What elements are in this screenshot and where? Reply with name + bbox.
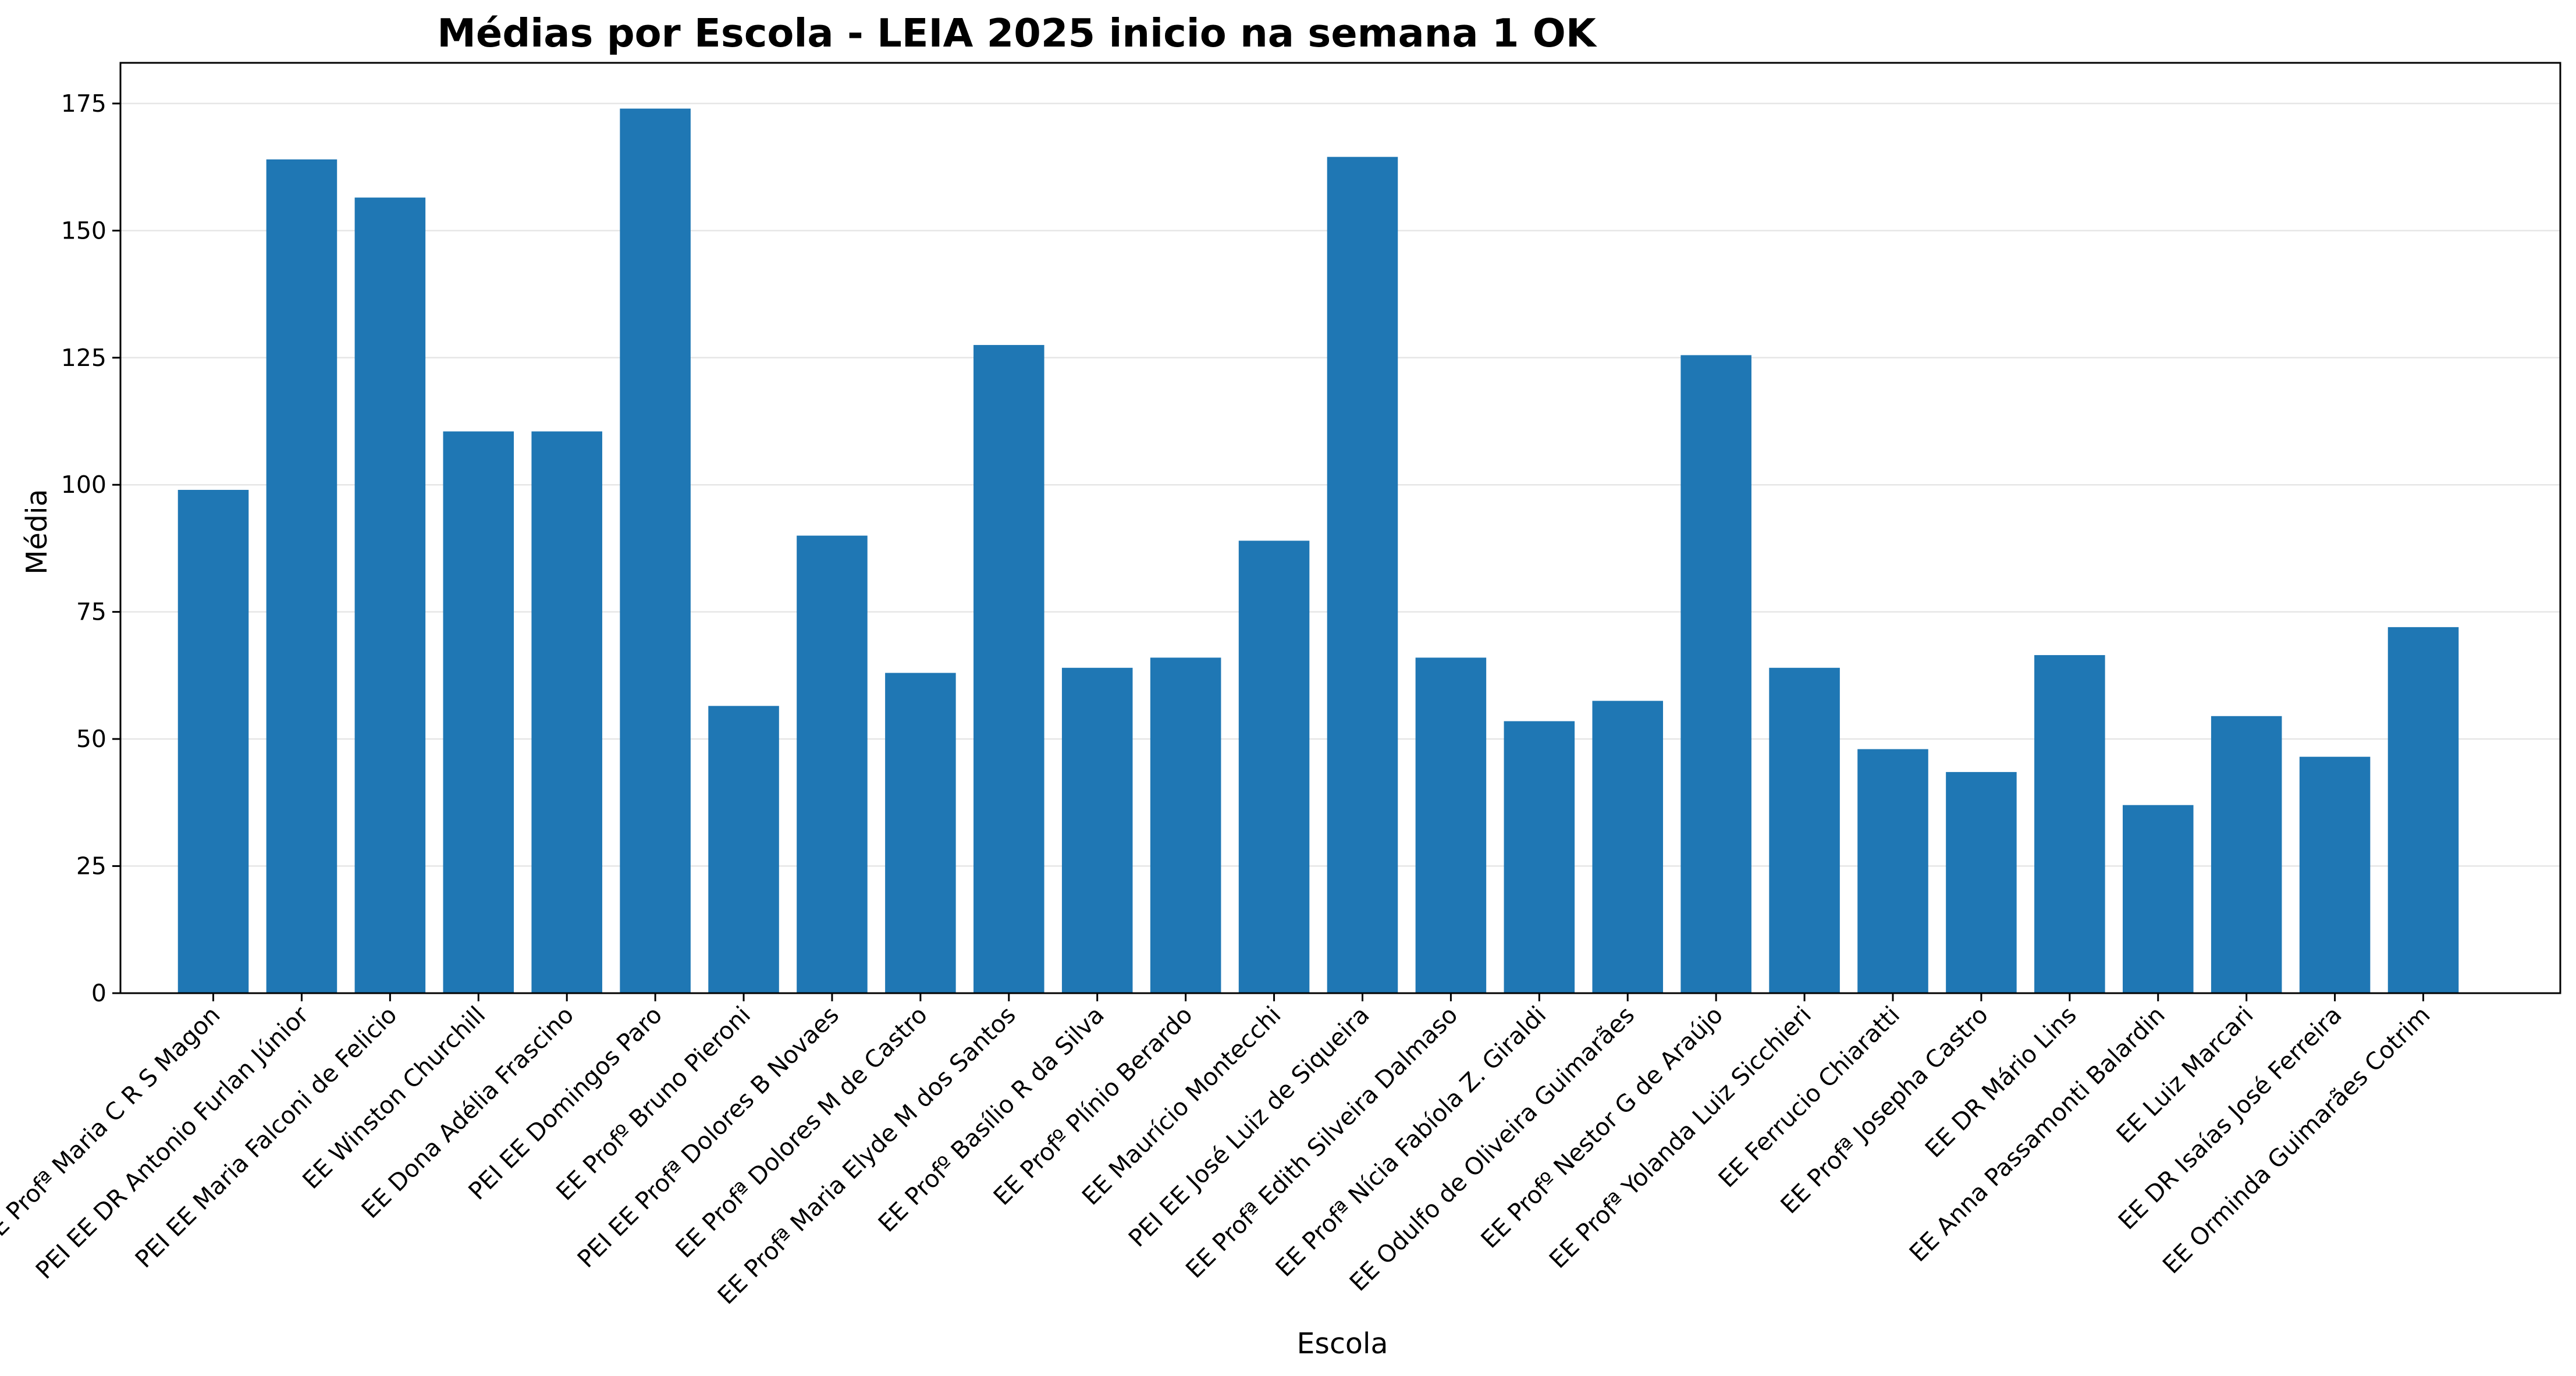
y-tick-label: 50 [76,725,106,753]
bar [266,159,337,994]
bar [1415,657,1487,993]
bar [2299,756,2371,993]
y-tick-label: 175 [61,90,106,118]
bar [620,108,691,993]
bar [2387,627,2459,993]
bar [2122,805,2194,993]
bar [1946,771,2017,993]
bars [177,108,2459,994]
bar [885,673,956,993]
bar [443,431,514,993]
bar [2034,655,2105,993]
bar [797,535,868,993]
x-axis-label: Escola [1296,1327,1388,1360]
bar [1857,749,1928,993]
bar [177,489,249,993]
bar [1592,701,1664,993]
bar [1327,157,1398,993]
y-axis-label: Média [20,489,54,574]
bar [1769,667,1840,993]
bar [1150,657,1221,993]
y-tick-label: 150 [61,216,106,244]
bar [1680,355,1751,994]
bar [1061,667,1133,993]
chart-title: Médias por Escola - LEIA 2025 inicio na … [437,10,1597,56]
bar [531,431,602,993]
bar [973,344,1044,993]
axes [119,62,2561,994]
y-tick-label: 25 [76,852,106,880]
bar [708,706,779,993]
bar [354,197,426,993]
y-tick-label: 75 [76,598,106,626]
plot-frame [119,62,2561,994]
bar [2211,716,2282,993]
y-tick-label: 100 [61,471,106,499]
bar [1238,541,1310,993]
y-tick-label: 0 [91,979,106,1007]
y-tick-label: 125 [61,344,106,372]
bar [1504,721,1575,993]
